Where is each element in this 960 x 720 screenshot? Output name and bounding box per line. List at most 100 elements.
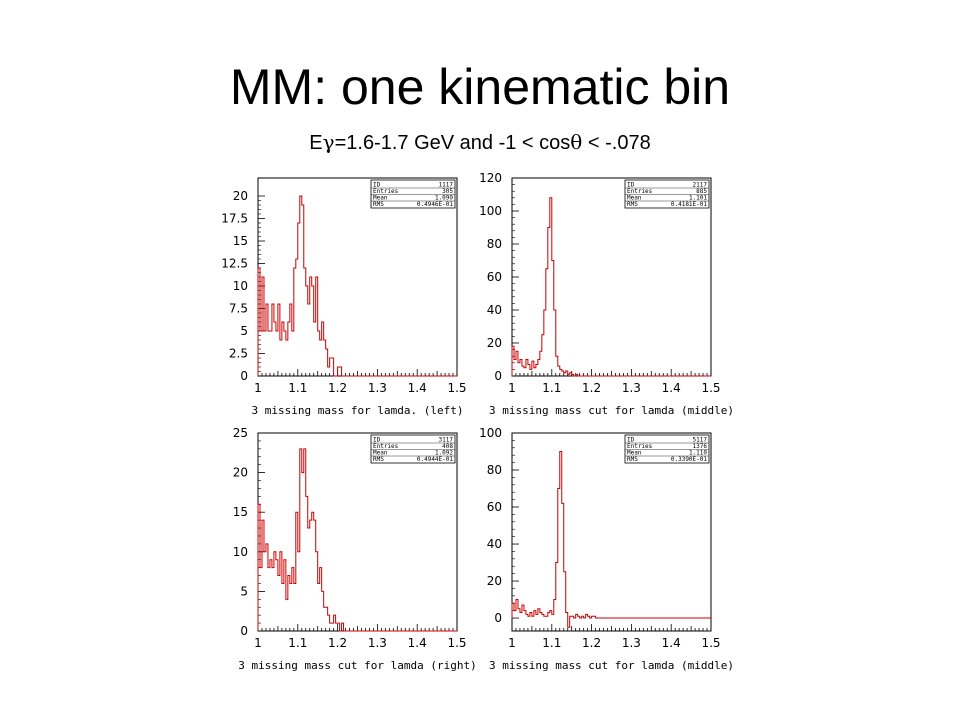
stats-box: ID 3117 Entries 408 Mean 1.092 RMS 0.4944E-01 xyxy=(370,434,456,464)
stats-label: Mean xyxy=(373,195,388,202)
stats-box-frame xyxy=(624,179,710,209)
y-tick-label: 40 xyxy=(487,537,502,551)
y-tick-label: 20 xyxy=(233,189,248,203)
y-tick-label: 10 xyxy=(233,279,248,293)
subtitle-middle: =1.6-1.7 GeV and -1 < cos xyxy=(334,132,571,154)
stats-value: 5117 xyxy=(693,437,708,444)
x-tick-label: 1.2 xyxy=(328,381,347,395)
histogram-panel-2: 1 1.1 1.2 1.3 1.4 1.5 0 20 40 60 80 100 120 ID 2117 Ent… xyxy=(479,171,734,417)
x-tick-label: 1.4 xyxy=(662,636,681,650)
y-tick-label: 80 xyxy=(487,237,502,251)
y-tick-label: 5 xyxy=(240,584,248,598)
x-tick-label: 1.3 xyxy=(368,381,387,395)
x-tick-label: 1.1 xyxy=(288,381,307,395)
stats-value: 408 xyxy=(442,443,453,450)
y-tick-label: 25 xyxy=(233,426,248,440)
y-tick-label: 80 xyxy=(487,463,502,477)
y-tick-label: 100 xyxy=(479,426,502,440)
x-tick-label: 1.1 xyxy=(288,636,307,650)
stats-label: Entries xyxy=(373,188,399,195)
x-tick-label: 1.1 xyxy=(542,636,561,650)
stats-box: ID 1117 Entries 305 Mean 1.090 RMS 0.4946E-01 xyxy=(370,179,456,209)
stats-label: RMS xyxy=(627,456,638,463)
stats-value: 1376 xyxy=(693,443,708,450)
y-tick-label: 15 xyxy=(233,234,248,248)
stats-box-frame xyxy=(624,434,710,464)
y-tick-label: 20 xyxy=(487,574,502,588)
stats-value: 2117 xyxy=(693,182,708,189)
stats-label: Mean xyxy=(627,195,642,202)
x-tick-label: 1.4 xyxy=(408,636,427,650)
y-tick-label: 15 xyxy=(233,505,248,519)
stats-value: 1.090 xyxy=(435,195,453,202)
x-tick-label: 1.3 xyxy=(622,636,641,650)
y-tick-label: 17.5 xyxy=(221,212,248,226)
stats-value: 0.3390E-01 xyxy=(671,456,708,463)
stats-value: 1.110 xyxy=(689,450,707,457)
y-tick-label: 0 xyxy=(240,624,248,638)
stats-label: ID xyxy=(373,182,381,189)
x-tick-label: 1.3 xyxy=(622,381,641,395)
y-tick-label: 20 xyxy=(487,336,502,350)
stats-box: ID 5117 Entries 1376 Mean 1.110 RMS 0.3390E-01 xyxy=(624,434,710,464)
x-tick-label: 1.2 xyxy=(328,636,347,650)
theta-symbol: θ xyxy=(570,130,583,154)
stats-value: 885 xyxy=(696,188,707,195)
x-tick-label: 1.1 xyxy=(542,381,561,395)
x-tick-label: 1.2 xyxy=(582,381,601,395)
x-axis-label: 3 missing mass cut for lamda (middle) xyxy=(489,404,734,417)
x-axis-label: 3 missing mass for lamda. (left) xyxy=(252,404,464,417)
histogram-series xyxy=(511,197,711,377)
histogram-panel-3: 1 1.1 1.2 1.3 1.4 1.5 0 5 10 15 20 25 ID 3117 Entries 4… xyxy=(233,426,477,672)
stats-value: 0.4944E-01 xyxy=(417,456,454,463)
stats-value: 0.4181E-01 xyxy=(671,201,708,208)
stats-value: 1.092 xyxy=(435,450,453,457)
x-tick-label: 1.2 xyxy=(582,636,601,650)
y-tick-label: 60 xyxy=(487,500,502,514)
y-tick-label: 2.5 xyxy=(229,347,248,361)
y-tick-label: 120 xyxy=(479,171,502,185)
stats-label: RMS xyxy=(373,456,384,463)
gamma-symbol: γ xyxy=(322,130,335,154)
stats-value: 1117 xyxy=(439,182,454,189)
stats-label: Entries xyxy=(627,443,653,450)
subtitle-suffix: < -.078 xyxy=(582,132,651,154)
stats-value: 3117 xyxy=(439,437,454,444)
histogram-panel-1: 1 1.1 1.2 1.3 1.4 1.5 0 2.5 5 7.5 10 12.5 15 17.5 20 ID… xyxy=(221,177,467,417)
y-tick-label: 12.5 xyxy=(221,257,248,271)
x-tick-label: 1.4 xyxy=(408,381,427,395)
stats-label: ID xyxy=(627,182,635,189)
histogram-panel-4: 1 1.1 1.2 1.3 1.4 1.5 0 20 40 60 80 100 ID 5117 Entrie… xyxy=(479,426,734,672)
y-tick-label: 100 xyxy=(479,204,502,218)
y-tick-label: 20 xyxy=(233,466,248,480)
x-axis-label: 3 missing mass cut for lamda (middle) xyxy=(489,659,734,672)
y-tick-label: 0 xyxy=(240,369,248,383)
histogram-series xyxy=(257,195,457,377)
y-tick-label: 0 xyxy=(494,611,502,625)
stats-box: ID 2117 Entries 885 Mean 1.101 RMS 0.4181E-01 xyxy=(624,179,710,209)
stats-label: ID xyxy=(373,437,381,444)
stats-box-frame xyxy=(370,434,456,464)
y-tick-label: 40 xyxy=(487,303,502,317)
x-axis-label: 3 missing mass cut for lamda (right) xyxy=(238,659,476,672)
slide-subtitle: Eγ=1.6-1.7 GeV and -1 < cosθ < -.078 xyxy=(0,130,960,155)
histogram-series xyxy=(257,448,457,632)
y-tick-label: 60 xyxy=(487,270,502,284)
y-tick-label: 0 xyxy=(494,369,502,383)
subtitle-prefix: E xyxy=(309,132,323,154)
y-tick-label: 10 xyxy=(233,545,248,559)
stats-label: ID xyxy=(627,437,635,444)
y-tick-label: 5 xyxy=(240,324,248,338)
x-tick-label: 1.5 xyxy=(701,636,720,650)
stats-label: RMS xyxy=(373,201,384,208)
stats-label: Entries xyxy=(627,188,653,195)
stats-value: 0.4946E-01 xyxy=(417,201,454,208)
x-tick-label: 1 xyxy=(508,636,516,650)
x-tick-label: 1.3 xyxy=(368,636,387,650)
x-tick-label: 1.4 xyxy=(662,381,681,395)
stats-value: 1.101 xyxy=(689,195,707,202)
slide-title: MM: one kinematic bin xyxy=(229,59,731,115)
histogram-series xyxy=(511,451,711,628)
x-tick-label: 1 xyxy=(508,381,516,395)
